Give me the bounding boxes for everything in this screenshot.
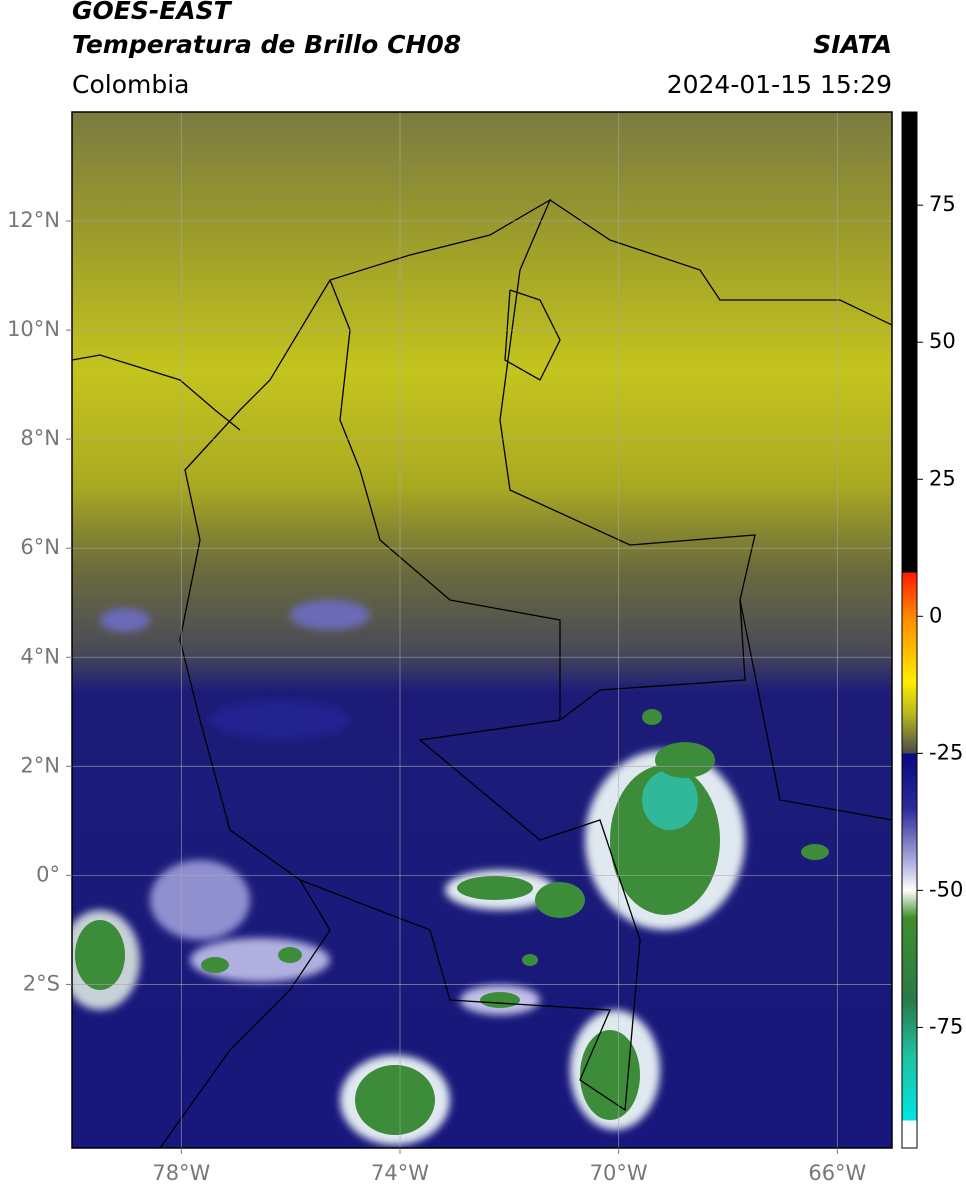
colorbar-tick-label: 50 [929, 329, 956, 353]
colorbar-tick-label: -75 [929, 1014, 963, 1038]
y-tick-label: 10°N [7, 317, 60, 341]
y-tick-label: 8°N [20, 426, 60, 450]
timestamp: 2024-01-15 15:29 [667, 70, 892, 99]
x-tick-label: 70°W [590, 1161, 648, 1185]
colorbar-tick-label: -25 [929, 740, 963, 764]
source: SIATA [813, 30, 892, 59]
y-tick-label: 6°N [20, 535, 60, 559]
y-tick-label: 4°N [20, 644, 60, 668]
y-tick-label: 2°S [23, 971, 60, 995]
map-frame [71, 111, 893, 1149]
colorbar-tick-label: -50 [929, 877, 963, 901]
subtitle: Temperatura de Brillo CH08 [72, 30, 461, 59]
colorbar-tick-label: 75 [929, 192, 956, 216]
x-tick-label: 78°W [152, 1161, 210, 1185]
y-tick-label: 12°N [7, 208, 60, 232]
colorbar-tick-label: 0 [929, 603, 942, 627]
title: GOES-EAST [72, 0, 233, 25]
y-tick-label: 0° [36, 862, 60, 886]
colorbar [901, 111, 918, 1149]
satellite-image [72, 112, 892, 1148]
x-tick-label: 66°W [808, 1161, 866, 1185]
y-tick-label: 2°N [20, 753, 60, 777]
x-tick-label: 74°W [371, 1161, 429, 1185]
region: Colombia [72, 70, 189, 99]
colorbar-tick-label: 25 [929, 466, 956, 490]
